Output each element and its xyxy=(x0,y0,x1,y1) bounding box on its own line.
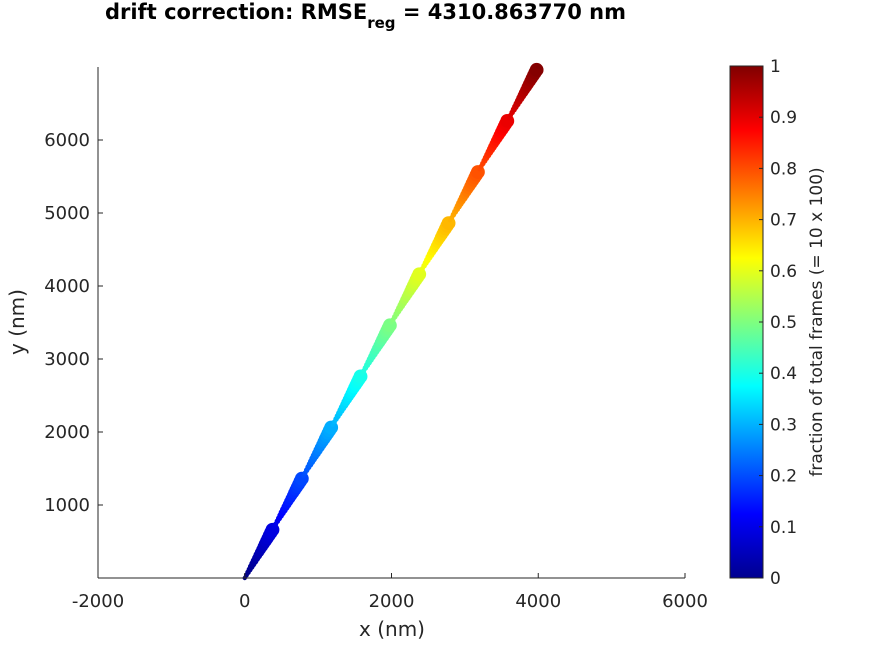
title-subscript: reg xyxy=(367,14,395,32)
colorbar xyxy=(729,65,764,579)
colorbar-tick-label: 0.3 xyxy=(770,415,797,435)
title-value: = 4310.863770 nm xyxy=(396,0,626,24)
colorbar-label: fraction of total frames (= 10 x 100) xyxy=(807,167,827,476)
y-tick-label: 2000 xyxy=(44,422,90,443)
colorbar-tick-label: 0.6 xyxy=(770,262,797,282)
x-tick-label: 2000 xyxy=(369,591,415,612)
y-tick-label: 6000 xyxy=(44,130,90,151)
y-tick-label: 1000 xyxy=(44,495,90,516)
x-tick-label: 0 xyxy=(239,591,250,612)
colorbar-tick-label: 0.1 xyxy=(770,518,797,538)
colorbar-tick-label: 0.2 xyxy=(770,467,797,487)
colorbar-tick-label: 0.9 xyxy=(770,108,797,128)
y-axis-label: y (nm) xyxy=(5,289,29,355)
y-ticks: 1000 2000 3000 4000 5000 6000 xyxy=(44,130,103,516)
colorbar-tick-label: 1 xyxy=(770,57,781,77)
chart-title: drift correction: RMSEreg = 4310.863770 … xyxy=(105,0,626,32)
x-tick-label: 4000 xyxy=(515,591,561,612)
y-tick-label: 4000 xyxy=(44,276,90,297)
x-axis-label: x (nm) xyxy=(359,617,425,641)
colorbar-tick-label: 0.4 xyxy=(770,364,797,384)
y-tick-label: 3000 xyxy=(44,349,90,370)
x-ticks: -2000 0 2000 4000 6000 xyxy=(72,573,708,612)
x-tick-label: -2000 xyxy=(72,591,124,612)
colorbar-ticks: 0 0.1 0.2 0.3 0.4 0.5 0.6 0.7 0.8 0.9 1 xyxy=(759,57,797,589)
colorbar-tick-label: 0.8 xyxy=(770,159,797,179)
data-point xyxy=(536,64,541,70)
colorbar-tick-label: 0 xyxy=(770,569,781,589)
x-tick-label: 6000 xyxy=(662,591,708,612)
title-main: drift correction: RMSE xyxy=(105,0,367,24)
data-marks xyxy=(242,62,544,581)
colorbar-tick-label: 0.7 xyxy=(770,211,797,231)
y-tick-label: 5000 xyxy=(44,203,90,224)
colorbar-tick-label: 0.5 xyxy=(770,313,797,333)
data-point xyxy=(529,62,544,77)
